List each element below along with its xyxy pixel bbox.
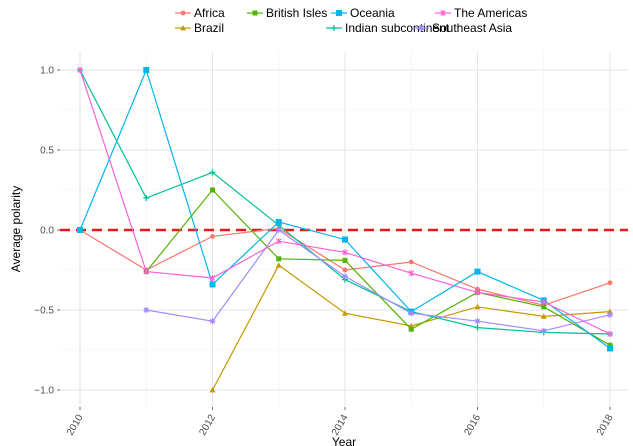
legend-label: Africa — [194, 6, 225, 20]
data-point-brazil — [540, 313, 547, 319]
data-point-southeast-asia — [408, 310, 415, 317]
legend-label: The Americas — [454, 6, 527, 20]
data-point-brazil — [342, 310, 348, 316]
data-point-oceania — [275, 219, 282, 226]
data-point-british-isles — [541, 304, 547, 310]
data-point-southeast-asia — [275, 227, 282, 233]
data-point-southeast-asia — [540, 327, 547, 334]
series-group — [77, 67, 613, 393]
data-point-british-isles — [607, 342, 613, 348]
data-point-the-americas — [540, 299, 547, 305]
data-point-the-americas — [209, 275, 216, 281]
legend-item-indian-subcontinent: Indian subcontinent — [326, 21, 450, 35]
data-point-the-americas — [143, 268, 150, 275]
data-point-indian-subcontinent — [474, 324, 481, 331]
series-the-americas — [77, 67, 613, 337]
x-axis-title: Year — [332, 435, 356, 446]
legend-swatch-marker — [335, 10, 342, 17]
data-point-british-isles — [210, 187, 215, 193]
legend-item-the-americas: The Americas — [435, 6, 527, 20]
legend-swatch-marker — [331, 25, 337, 31]
data-point-the-americas — [408, 270, 415, 277]
data-point-africa — [210, 234, 215, 239]
data-point-oceania — [474, 268, 481, 275]
data-point-the-americas — [77, 67, 83, 73]
legend-swatch-marker — [252, 10, 258, 16]
legend-label: Southeast Asia — [432, 21, 512, 35]
y-tick-label: 1.0 — [40, 66, 54, 77]
y-tick-label: −1.0 — [34, 386, 54, 397]
data-point-the-americas — [474, 289, 481, 296]
data-point-brazil — [275, 262, 282, 268]
y-tick-label: −0.5 — [34, 306, 54, 317]
data-point-africa — [607, 280, 613, 286]
legend-item-africa: Africa — [175, 6, 225, 20]
data-point-indian-subcontinent — [143, 195, 150, 201]
data-point-africa — [342, 267, 348, 273]
data-point-southeast-asia — [342, 273, 348, 280]
legend-swatch-marker — [180, 25, 186, 31]
data-point-oceania — [77, 227, 84, 234]
legend-label: Oceania — [350, 6, 395, 20]
legend-label: Brazil — [194, 21, 224, 35]
legend-swatch-marker — [180, 10, 186, 16]
data-point-oceania — [143, 67, 150, 74]
y-axis: 1.0 0.5 0.0 −0.5 −1.0 — [34, 66, 60, 397]
series-southeast-asia — [143, 227, 613, 334]
legend-swatch-marker — [440, 10, 446, 16]
y-axis-title: Average polarity — [9, 186, 23, 273]
data-point-the-americas — [275, 238, 282, 245]
legend-item-brazil: Brazil — [175, 21, 224, 35]
data-point-brazil — [209, 387, 216, 393]
data-point-indian-subcontinent — [209, 169, 216, 176]
data-point-southeast-asia — [474, 318, 481, 325]
x-tick-label: 2016 — [462, 412, 483, 437]
x-tick-label: 2014 — [330, 412, 351, 437]
data-point-british-isles — [408, 326, 414, 332]
legend-label: Indian subcontinent — [345, 21, 450, 35]
legend-item-british-isles: British Isles — [247, 6, 327, 20]
data-point-southeast-asia — [607, 311, 613, 318]
data-point-the-americas — [342, 249, 348, 256]
x-axis: 2010 2012 2014 2016 2018 — [65, 407, 616, 438]
legend-swatch-marker — [418, 25, 424, 31]
data-point-oceania — [606, 345, 613, 352]
data-point-oceania — [341, 236, 348, 243]
legend-item-southeast-asia: Southeast Asia — [413, 21, 512, 35]
x-tick-label: 2018 — [595, 412, 616, 437]
data-point-africa — [408, 259, 414, 265]
x-tick-label: 2010 — [65, 412, 86, 437]
data-point-british-isles — [276, 256, 282, 262]
data-point-brazil — [474, 303, 481, 310]
data-point-oceania — [209, 281, 216, 288]
data-point-the-americas — [607, 331, 613, 337]
y-tick-label: 0.5 — [40, 146, 54, 157]
legend-item-oceania: Oceania — [331, 6, 395, 20]
data-point-british-isles — [342, 257, 348, 263]
series-line-southeast-asia — [146, 229, 611, 332]
legend-label: British Isles — [266, 6, 327, 20]
x-tick-label: 2012 — [197, 412, 218, 437]
data-point-southeast-asia — [209, 318, 216, 325]
y-tick-label: 0.0 — [40, 226, 54, 237]
data-point-southeast-asia — [143, 307, 150, 313]
